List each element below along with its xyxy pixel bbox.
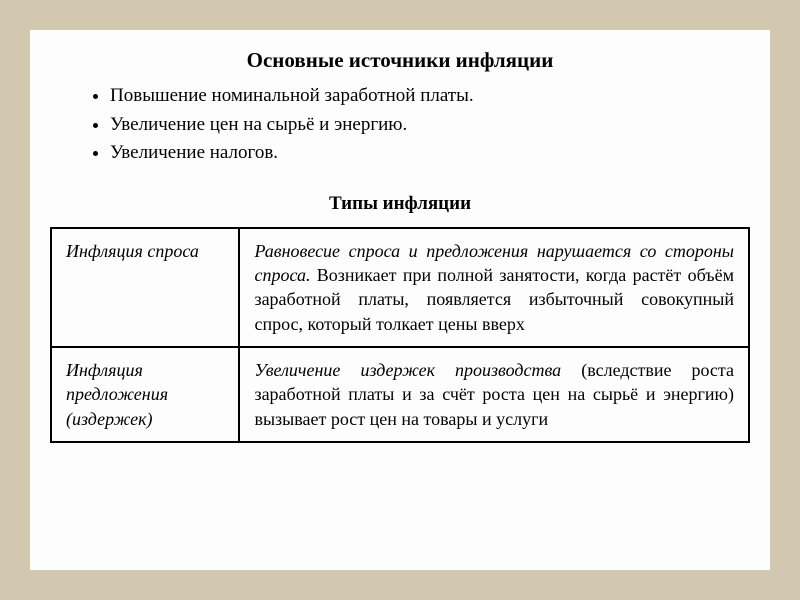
type-name: Инфляция спроса xyxy=(66,241,199,261)
list-item: Увеличение налогов. xyxy=(110,140,750,167)
type-desc-cell: Равновесие спроса и предложения нарушает… xyxy=(239,228,749,347)
section2-title: Типы инфляции xyxy=(50,193,750,215)
table-row: Инфляция предложения (издержек) Увеличен… xyxy=(51,347,749,442)
type-name: Инфляция предложения (издержек) xyxy=(66,360,168,429)
type-name-cell: Инфляция спроса xyxy=(51,228,239,347)
section1-title: Основные источники инфляции xyxy=(50,48,750,73)
sources-list: Повышение номинальной заработной платы. … xyxy=(90,83,750,167)
document-page: Основные источники инфляции Повышение но… xyxy=(30,30,770,570)
type-name-cell: Инфляция предложения (издержек) xyxy=(51,347,239,442)
inflation-types-table: Инфляция спроса Равновесие спроса и пред… xyxy=(50,227,750,443)
table-row: Инфляция спроса Равновесие спроса и пред… xyxy=(51,228,749,347)
type-desc-lead: Увеличение издержек производства xyxy=(254,360,561,380)
list-item: Повышение номинальной заработной платы. xyxy=(110,83,750,110)
list-item: Увеличение цен на сырьё и энергию. xyxy=(110,112,750,139)
type-desc-cell: Увеличение издержек производства (вследс… xyxy=(239,347,749,442)
type-desc-rest: Возникает при полной занятости, когда ра… xyxy=(254,265,734,334)
